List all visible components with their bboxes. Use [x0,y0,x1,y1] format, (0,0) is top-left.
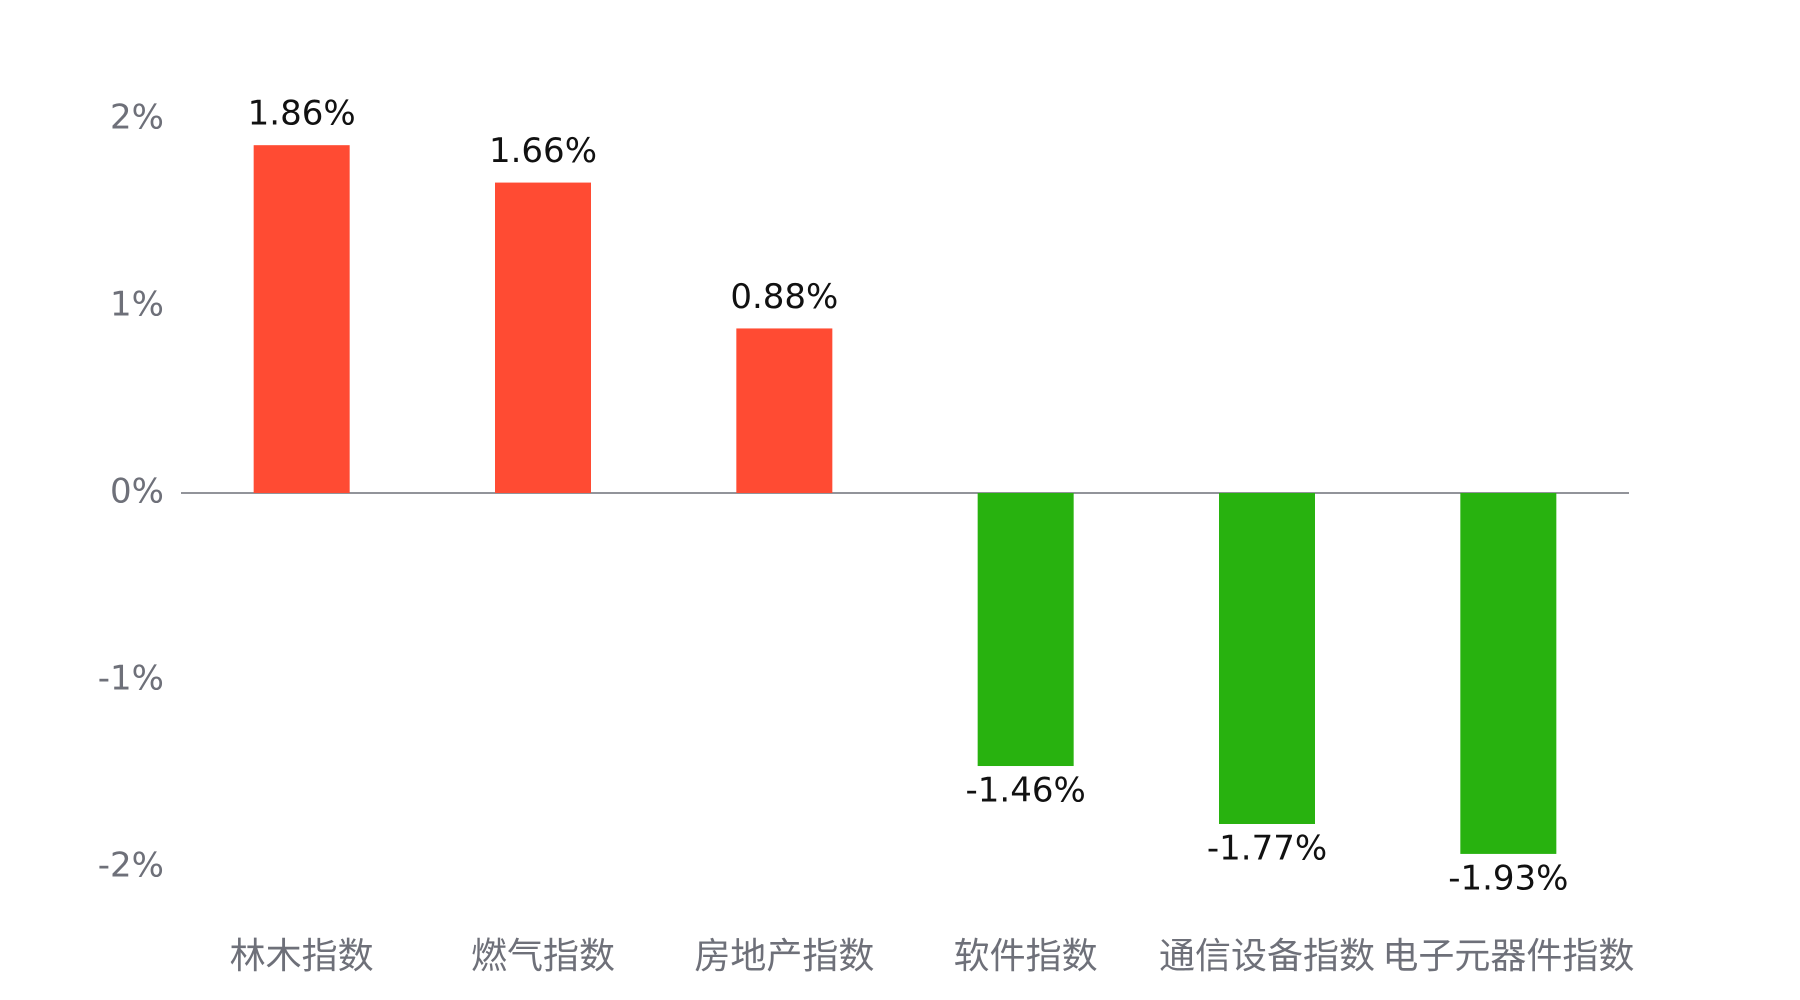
bar [495,182,591,493]
value-label: 0.88% [730,277,838,317]
y-tick-label: 0% [110,472,164,512]
value-label: 1.66% [489,131,597,171]
x-tick-label: 房地产指数 [694,936,874,977]
bar [1460,493,1557,854]
value-label: -1.46% [966,771,1086,811]
value-label: -1.93% [1448,858,1568,898]
value-label: 1.86% [248,94,356,134]
y-tick-label: 2% [110,98,164,138]
bar [253,145,350,493]
value-label: -1.77% [1207,828,1327,868]
x-tick-label: 林木指数 [230,936,374,977]
x-tick-label: 电子元器件指数 [1382,936,1634,977]
y-tick-label: 1% [110,285,164,325]
x-tick-label: 通信设备指数 [1159,936,1375,977]
y-tick-label: -2% [98,846,164,886]
x-tick-label: 软件指数 [954,936,1098,977]
x-tick-label: 燃气指数 [471,936,615,977]
y-tick-label: -1% [98,659,164,699]
bar [977,493,1074,767]
bar [736,328,833,493]
bar [1219,493,1315,824]
